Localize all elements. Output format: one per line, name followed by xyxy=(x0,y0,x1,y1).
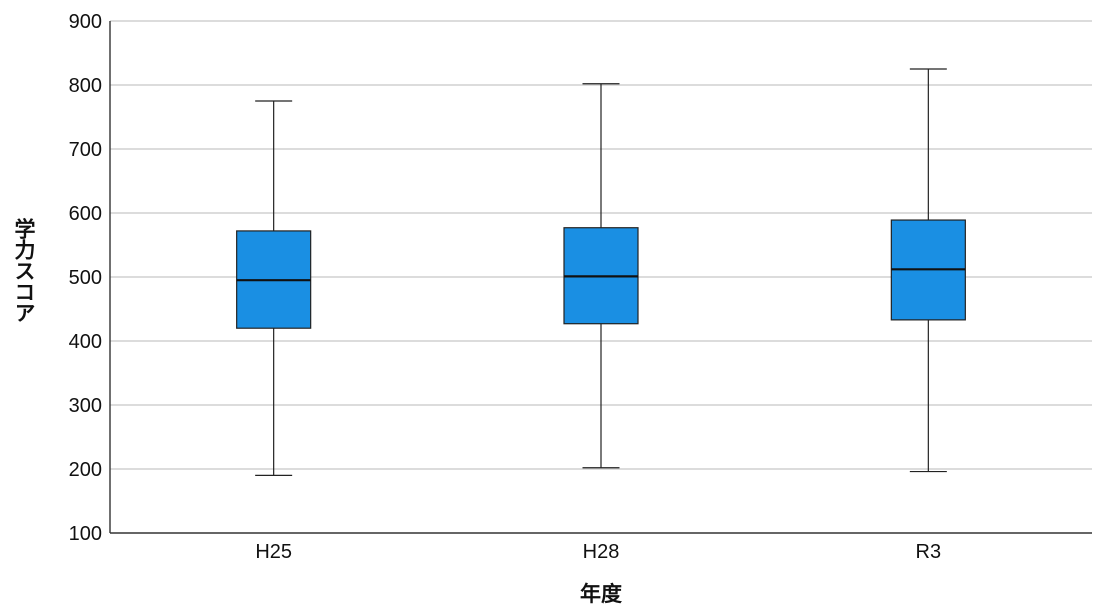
x-tick-label: R3 xyxy=(916,541,942,563)
y-tick-label: 300 xyxy=(69,395,102,417)
y-tick-label: 600 xyxy=(69,203,102,225)
y-tick-label: 400 xyxy=(69,331,102,353)
y-tick-label: 200 xyxy=(69,459,102,481)
y-tick-label: 100 xyxy=(69,523,102,545)
box-H25 xyxy=(236,100,312,476)
y-tick-label: 800 xyxy=(69,75,102,97)
y-tick-label: 500 xyxy=(69,267,102,289)
box-H28 xyxy=(563,83,639,469)
y-axis-title: 学力スコア xyxy=(12,217,36,323)
box-R3 xyxy=(890,68,966,473)
y-tick-label: 700 xyxy=(69,139,102,161)
x-tick-labels: H25 H28 R3 xyxy=(255,541,941,563)
x-tick-label: H28 xyxy=(583,541,620,563)
x-axis-title: 年度 xyxy=(580,582,622,606)
y-tick-labels: 100 200 300 400 500 600 700 800 900 xyxy=(69,11,102,545)
x-tick-label: H25 xyxy=(255,541,292,563)
y-tick-label: 900 xyxy=(69,11,102,33)
boxes xyxy=(236,68,966,476)
